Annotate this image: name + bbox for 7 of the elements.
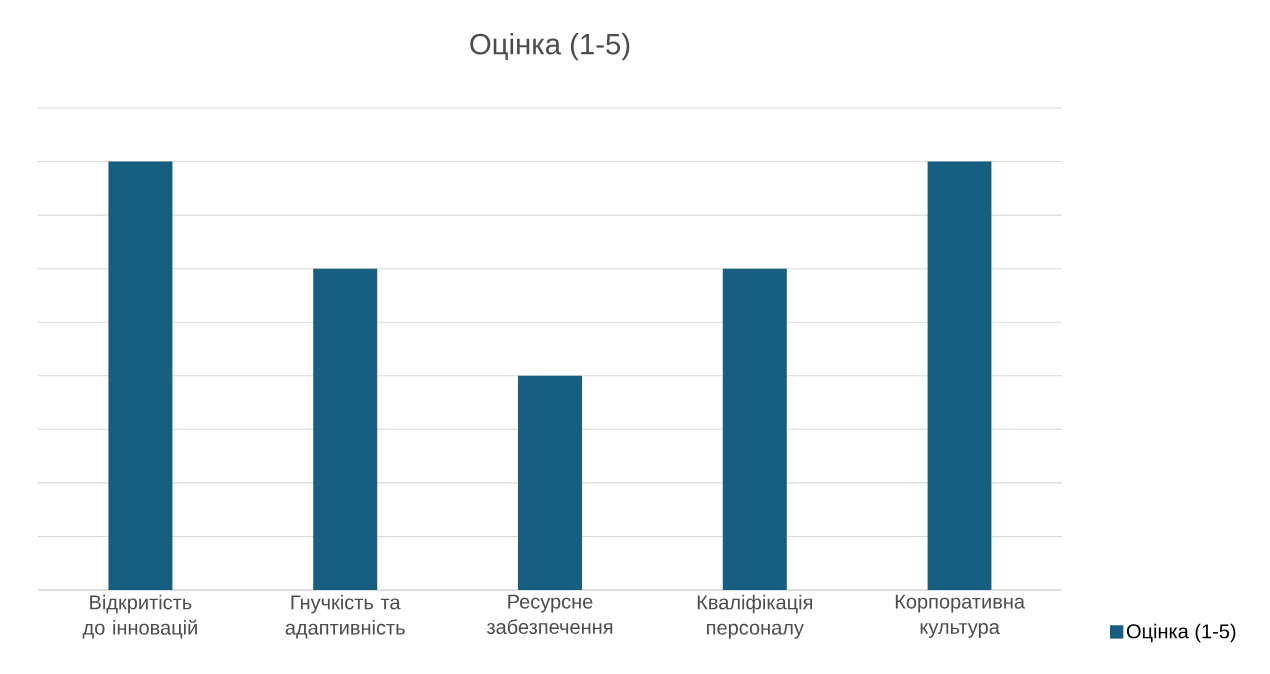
x-tick-label: Ресурсне забезпечення <box>486 594 613 634</box>
x-tick-label: Корпоративна культура <box>895 594 1026 638</box>
x-tick-label: Кваліфікація персоналу <box>697 594 812 639</box>
x-tick-label: Гнучкість та адаптивність <box>285 594 405 639</box>
x-tick-label: Відкритість до інновацій <box>82 594 197 639</box>
legend-label: Оцінка (1-5) <box>1126 623 1236 643</box>
chart-title: Оцінка (1-5) <box>470 32 630 61</box>
